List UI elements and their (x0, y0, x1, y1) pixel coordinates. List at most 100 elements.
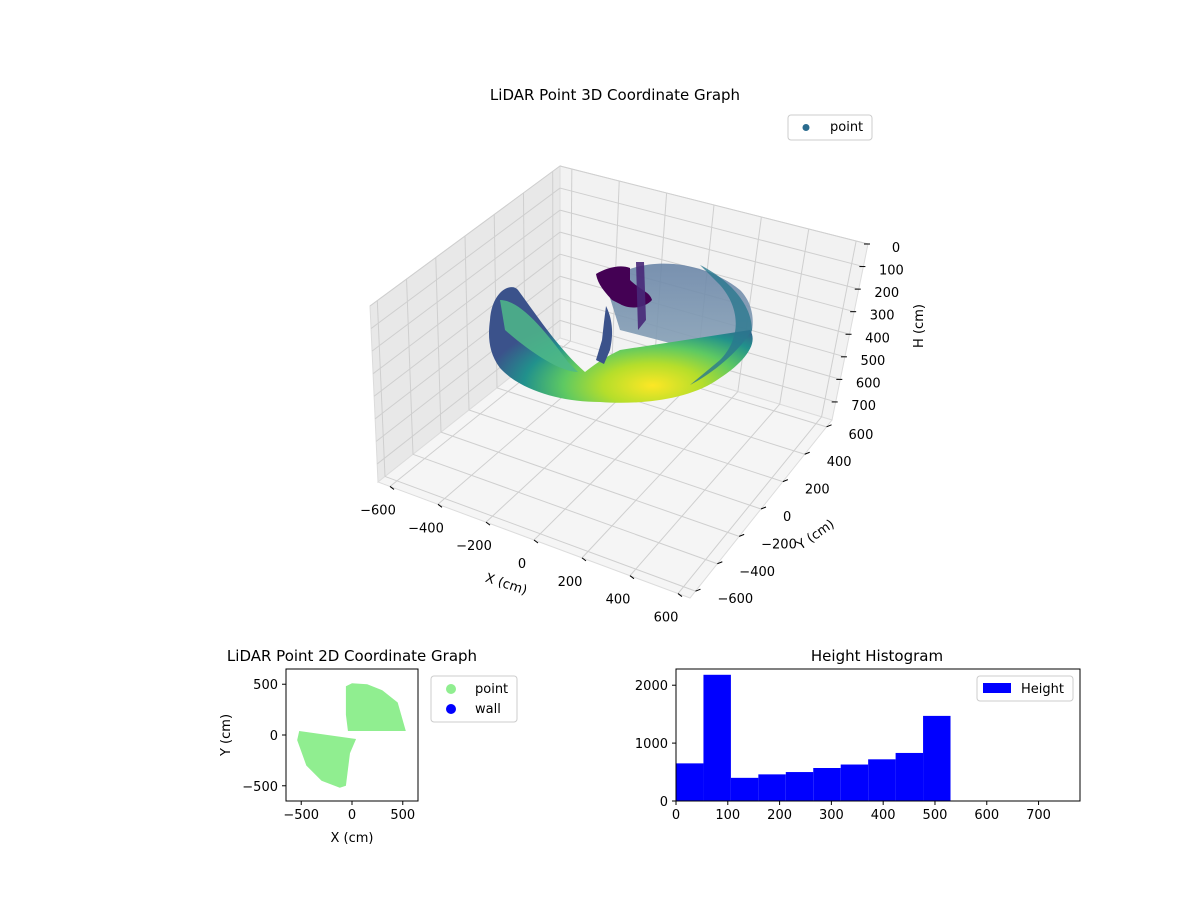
tick-label-y-3d: 200 (805, 483, 830, 498)
chart-3d: LiDAR Point 3D Coordinate Graph (360, 86, 927, 626)
tick-y-3d (738, 533, 745, 537)
x-axis-label-2d: X (cm) (331, 831, 374, 846)
grid-line-y (384, 475, 696, 592)
tick-x-3d (533, 539, 539, 544)
histogram-bar (758, 774, 786, 801)
chart-2d-title: LiDAR Point 2D Coordinate Graph (227, 647, 477, 665)
tick-label-x-3d: −200 (456, 539, 492, 554)
bowl-surface (489, 262, 753, 403)
tick-label-y-3d: 600 (849, 428, 874, 443)
legend-point-label-2d: point (475, 682, 508, 697)
grid-line-x (821, 240, 857, 417)
tick-x-3d (485, 521, 491, 526)
plot-area-histogram (675, 668, 1081, 802)
tick-label-x-hist: 300 (819, 808, 844, 823)
histogram-bar (840, 764, 869, 801)
tick-label-x-hist: 400 (871, 808, 896, 823)
tick-label-x-3d: 0 (518, 557, 526, 572)
tick-label-y-3d: 400 (827, 455, 852, 470)
grid-line-z (371, 209, 561, 352)
tick-label-x-2d: −500 (283, 808, 319, 823)
z-axis-label-3d: H (cm) (912, 304, 927, 348)
tick-label-z-3d: 0 (892, 241, 900, 256)
tick-label-z-3d: 100 (879, 264, 904, 279)
point-cloud-region (297, 730, 357, 788)
tick-label-z-3d: 600 (856, 376, 881, 391)
y-axis-label-2d: Y (cm) (219, 714, 234, 757)
histogram-bar (895, 752, 924, 801)
chart-3d-title: LiDAR Point 3D Coordinate Graph (490, 86, 740, 104)
grid-line-x (569, 168, 573, 342)
pane-floor (376, 337, 833, 599)
tick-label-x-hist: 600 (974, 808, 999, 823)
tick-label-x-3d: −400 (408, 521, 444, 536)
tick-y-3d (826, 424, 832, 428)
axes-histogram: 0 100 200 300 400 500 600 700 0 1000 2000 (635, 679, 1051, 823)
tick-label-y-3d: −600 (717, 592, 753, 607)
grid-line-y (468, 409, 762, 510)
tick-label-y-hist: 1000 (635, 737, 668, 752)
tick-label-x-hist: 700 (1026, 808, 1051, 823)
chart-histogram: Height Histogram 0 100 200 300 400 500 600 7000… (635, 647, 1081, 823)
tick-label-z-3d: 500 (861, 354, 886, 369)
tick-label-y-3d: −200 (761, 537, 797, 552)
legend-3d: point (787, 114, 873, 141)
grid-line-y (406, 279, 414, 455)
tick-label-z-3d: 300 (870, 309, 895, 324)
histogram-bar (868, 759, 896, 801)
tick-label-x-hist: 0 (672, 808, 680, 823)
tick-label-y-2d: 0 (270, 729, 278, 744)
tick-label-x-2d: 500 (390, 808, 415, 823)
grid-line-y (464, 235, 470, 411)
tick-y-3d (695, 588, 701, 592)
tick-label-y-2d: −500 (242, 780, 278, 795)
legend-height-swatch (983, 683, 1011, 693)
tick-label-x-hist: 500 (923, 808, 948, 823)
grid-line-z (370, 187, 561, 329)
tick-x-3d (677, 593, 683, 597)
legend-2d: point wall (430, 675, 518, 723)
grid-line-y (412, 453, 718, 565)
tick-label-x-3d: 200 (558, 575, 583, 590)
tick-label-x-3d: 400 (606, 593, 631, 608)
grid-line-y (376, 300, 386, 477)
point-cloud-region (345, 683, 406, 731)
legend-histogram: Height (976, 675, 1074, 702)
histogram-title: Height Histogram (811, 647, 943, 665)
legend-point-label-3d: point (830, 120, 863, 135)
grid-line-z (559, 187, 864, 268)
grid-line-x (779, 228, 810, 405)
histogram-bar (813, 768, 841, 801)
scatter-2d-points (297, 683, 406, 788)
tick-x-3d (389, 486, 395, 490)
legend-wall-marker-2d (446, 704, 456, 714)
tick-label-y-3d: −400 (739, 565, 775, 580)
histogram-bar (785, 772, 814, 801)
tick-y-3d (760, 506, 767, 510)
tick-label-x-hist: 200 (767, 808, 792, 823)
tick-label-z-3d: 200 (874, 286, 899, 301)
tick-label-x-3d: −600 (360, 503, 396, 518)
tick-label-x-3d: 600 (654, 611, 679, 626)
tick-label-y-hist: 0 (660, 795, 668, 810)
grid-line-x (737, 216, 762, 392)
tick-label-z-3d: 400 (865, 331, 890, 346)
grid-line-z (559, 209, 859, 290)
legend-point-marker-2d (446, 684, 456, 694)
histogram-bar (923, 715, 951, 801)
tick-y-3d (717, 561, 723, 565)
grid-line-y (440, 431, 740, 537)
tick-label-x-hist: 100 (715, 808, 740, 823)
axes-2d: −500 0 500 500 0 −500 (242, 678, 415, 823)
tick-label-y-3d: 0 (783, 510, 791, 525)
grid-line-z (372, 231, 561, 375)
axes-3d: −600 −400 −200 0 200 400 600 600 400 200 0 −200 −400… (360, 241, 904, 626)
histogram-bar (703, 674, 731, 801)
grid-line-y (435, 257, 442, 433)
tick-y-3d (782, 479, 789, 483)
tick-x-3d (437, 503, 443, 508)
legend-wall-label-2d: wall (475, 702, 501, 717)
tick-label-y-hist: 2000 (635, 679, 668, 694)
tick-x-3d (629, 575, 635, 580)
